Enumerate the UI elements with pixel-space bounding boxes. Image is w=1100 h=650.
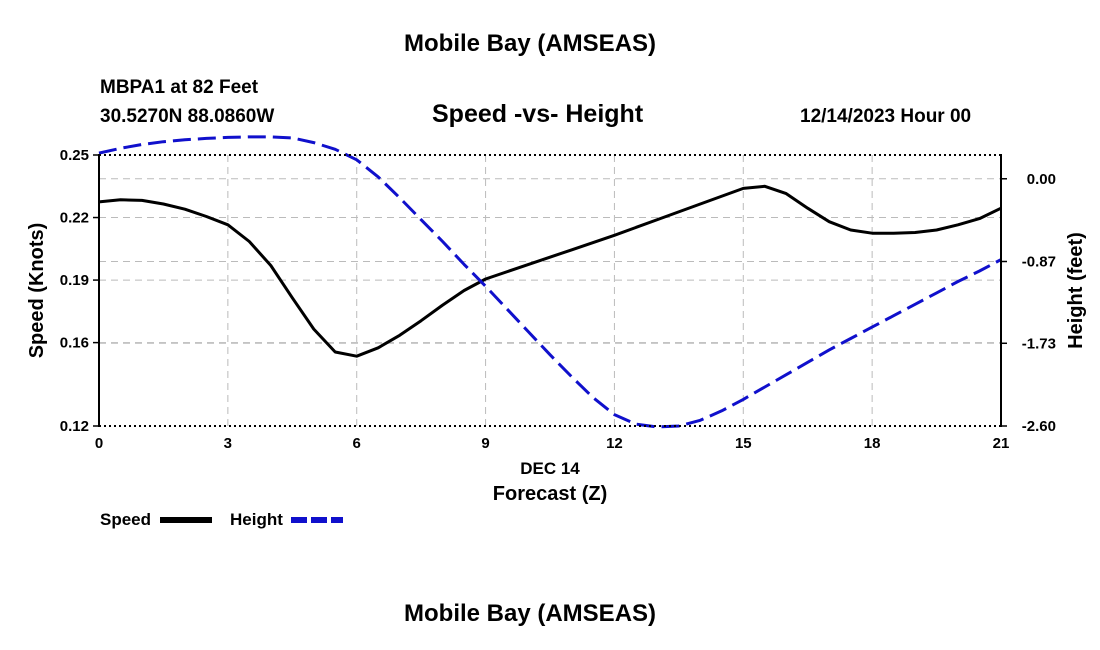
x-tick-label: 21 — [993, 435, 1010, 452]
y2-tick-label: 0.00 — [1027, 171, 1056, 188]
grid-layer — [99, 155, 1001, 426]
height-series-line — [98, 135, 1002, 429]
series-layer — [98, 135, 1002, 429]
y2-tick-label: -2.60 — [1022, 418, 1056, 435]
y2-tick-label: -1.73 — [1022, 335, 1056, 352]
x-tick-label: 12 — [606, 435, 623, 452]
frame-layer — [93, 154, 1007, 427]
legend-height-swatch — [291, 517, 343, 523]
x-tick-label: 3 — [224, 435, 232, 452]
legend-height-label: Height — [230, 510, 283, 529]
y2-tick-label: -0.87 — [1022, 253, 1056, 270]
bottom-title: Mobile Bay (AMSEAS) — [404, 600, 657, 627]
x-tick-label: 9 — [481, 435, 489, 452]
label-layer: 0.25 0.22 0.19 0.16 0.12 0.00 -0.87 -1.73 -2.60 0… — [26, 147, 1087, 505]
legend-speed-label: Speed — [100, 510, 152, 529]
x-tick-label: 18 — [864, 435, 881, 452]
x-date-label: DEC 14 — [520, 459, 580, 478]
top-title: Mobile Bay (AMSEAS) — [404, 30, 657, 57]
chart-subtitle: Speed -vs- Height — [432, 100, 644, 128]
y-tick-label: 0.19 — [60, 272, 89, 289]
station-line: MBPA1 at 82 Feet — [100, 77, 259, 98]
y-tick-label: 0.22 — [60, 210, 89, 227]
y-tick-label: 0.25 — [60, 147, 89, 164]
y-tick-label: 0.16 — [60, 335, 89, 352]
date-line: 12/14/2023 Hour 00 — [800, 106, 972, 127]
y-axis-title: Speed (Knots) — [26, 223, 48, 359]
x-tick-label: 15 — [735, 435, 752, 452]
speed-series-line — [98, 184, 1002, 358]
x-tick-label: 6 — [353, 435, 361, 452]
legend-speed-swatch — [160, 517, 212, 523]
y-tick-label: 0.12 — [60, 418, 89, 435]
x-axis-title: Forecast (Z) — [493, 483, 607, 505]
coords-line: 30.5270N 88.0860W — [100, 106, 275, 127]
y2-axis-title: Height (feet) — [1065, 232, 1087, 349]
x-tick-label: 0 — [95, 435, 103, 452]
